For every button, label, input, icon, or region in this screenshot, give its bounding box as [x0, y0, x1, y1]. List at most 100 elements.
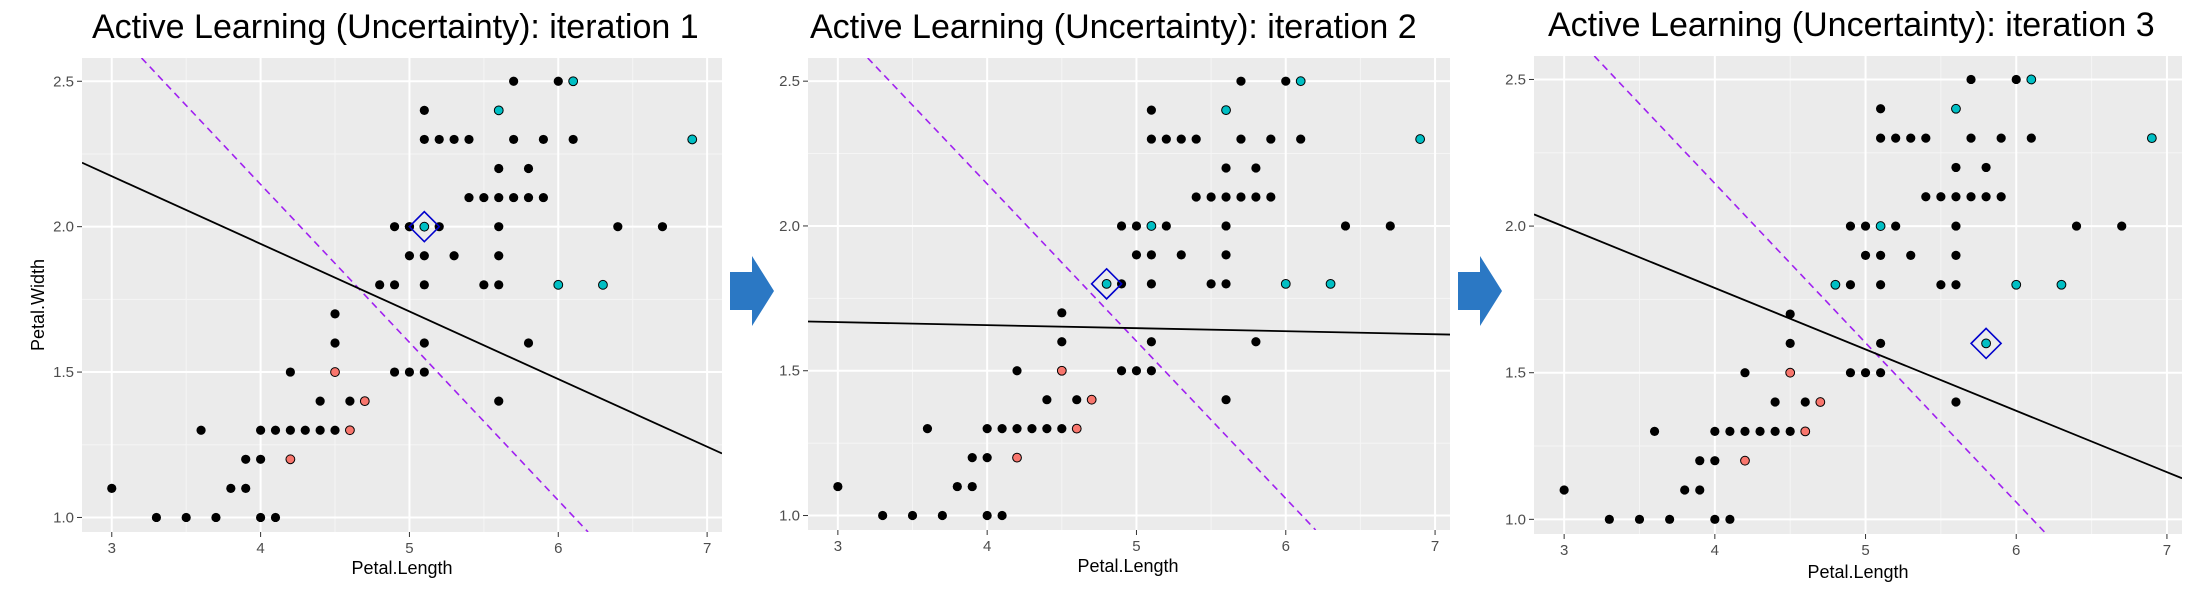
unlabeled-point	[1936, 280, 1946, 290]
unlabeled-point	[997, 510, 1007, 521]
unlabeled-point	[1042, 424, 1052, 434]
unlabeled-point	[509, 76, 519, 86]
unlabeled-point	[1770, 397, 1780, 407]
unlabeled-point	[315, 396, 325, 406]
unlabeled-point	[1340, 221, 1351, 231]
labeled-point-virginica	[2056, 279, 2067, 290]
unlabeled-point	[982, 424, 992, 434]
unlabeled-point	[1921, 192, 1931, 202]
unlabeled-point	[523, 338, 534, 348]
panel-background	[1534, 56, 2182, 534]
labeled-point-virginica	[1325, 278, 1336, 289]
unlabeled-point	[494, 251, 504, 261]
unlabeled-point	[1042, 395, 1052, 405]
unlabeled-point	[2117, 221, 2127, 231]
unlabeled-point	[1385, 221, 1395, 231]
panel-background	[808, 58, 1450, 530]
unlabeled-point	[1236, 192, 1246, 202]
unlabeled-point	[1860, 250, 1871, 261]
labeled-point-versicolor	[285, 454, 296, 465]
unlabeled-point	[1695, 485, 1705, 495]
unlabeled-point	[1221, 221, 1231, 231]
unlabeled-point	[1740, 368, 1750, 378]
unlabeled-point	[419, 134, 429, 145]
unlabeled-point	[1695, 456, 1705, 466]
unlabeled-point	[952, 481, 962, 492]
unlabeled-point	[1161, 221, 1171, 231]
labeled-point-virginica	[1830, 279, 1841, 290]
unlabeled-point	[330, 309, 340, 319]
unlabeled-point	[1266, 134, 1276, 144]
x-tick-label: 6	[554, 540, 562, 557]
unlabeled-point	[1634, 514, 1645, 524]
unlabeled-point	[464, 192, 474, 203]
y-tick-label: 2.0	[779, 218, 800, 235]
unlabeled-point	[1221, 395, 1231, 405]
unlabeled-point	[922, 424, 933, 434]
unlabeled-point	[345, 396, 355, 406]
unlabeled-point	[1845, 280, 1856, 290]
unlabeled-point	[1191, 134, 1201, 144]
unlabeled-point	[833, 481, 843, 492]
unlabeled-point	[1281, 76, 1291, 86]
x-tick-label: 5	[405, 540, 413, 557]
unlabeled-point	[1649, 426, 1660, 436]
unlabeled-point	[211, 512, 221, 523]
unlabeled-point	[494, 396, 504, 406]
unlabeled-point	[1146, 337, 1156, 347]
unlabeled-point	[1966, 133, 1976, 143]
plot-layers	[82, 58, 722, 532]
unlabeled-point	[982, 510, 992, 521]
unlabeled-point	[967, 453, 977, 463]
unlabeled-point	[1800, 397, 1810, 407]
unlabeled-point	[1131, 221, 1142, 231]
labeled-point-versicolor	[1740, 455, 1750, 466]
labeled-point-versicolor	[1785, 367, 1796, 378]
unlabeled-point	[1296, 134, 1306, 144]
labeled-point-versicolor	[1012, 452, 1022, 463]
y-tick-label: 2.5	[53, 73, 74, 90]
right-arrow-icon	[730, 256, 774, 326]
unlabeled-point	[1785, 338, 1795, 348]
x-tick-label: 5	[1861, 542, 1869, 559]
unlabeled-point	[404, 251, 415, 261]
x-tick-label: 3	[834, 538, 842, 555]
y-tick-label: 2.5	[1505, 71, 1526, 88]
unlabeled-point	[1966, 74, 1976, 85]
unlabeled-point	[1981, 192, 1991, 202]
unlabeled-point	[1966, 192, 1976, 202]
unlabeled-point	[2011, 74, 2021, 85]
unlabeled-point	[1876, 280, 1886, 290]
labeled-point-versicolor	[330, 367, 340, 377]
labeled-point-virginica	[2146, 133, 2157, 144]
unlabeled-point	[419, 338, 429, 348]
labeled-point-virginica	[1101, 278, 1112, 289]
unlabeled-point	[1236, 76, 1246, 86]
labeled-point-virginica	[1981, 338, 1991, 349]
plot-area: 3 4 5 6 7 1.0 1.5 2.0 2.5	[779, 58, 1450, 555]
unlabeled-point	[196, 425, 206, 435]
x-tick-label: 3	[1560, 542, 1568, 559]
y-tick-label: 2.0	[1505, 218, 1526, 235]
unlabeled-point	[1725, 426, 1735, 436]
unlabeled-point	[1206, 279, 1216, 289]
unlabeled-point	[1996, 192, 2006, 202]
labeled-point-virginica	[2011, 279, 2022, 290]
unlabeled-point	[1891, 133, 1901, 143]
unlabeled-point	[256, 425, 266, 435]
true-boundary-line	[867, 58, 1317, 530]
unlabeled-point	[1951, 221, 1961, 231]
unlabeled-point	[1981, 162, 1991, 173]
unlabeled-point	[937, 510, 947, 521]
unlabeled-point	[464, 134, 474, 145]
panel-title: Active Learning (Uncertainty): iteration…	[1548, 6, 2155, 44]
unlabeled-point	[449, 134, 459, 145]
unlabeled-point	[1251, 337, 1261, 347]
unlabeled-point	[1876, 104, 1886, 114]
labeled-point-virginica	[568, 76, 579, 87]
x-tick-label: 3	[108, 540, 116, 557]
unlabeled-point	[494, 280, 504, 290]
unlabeled-point	[256, 454, 266, 464]
unlabeled-point	[1116, 366, 1127, 376]
unlabeled-point	[509, 192, 519, 203]
